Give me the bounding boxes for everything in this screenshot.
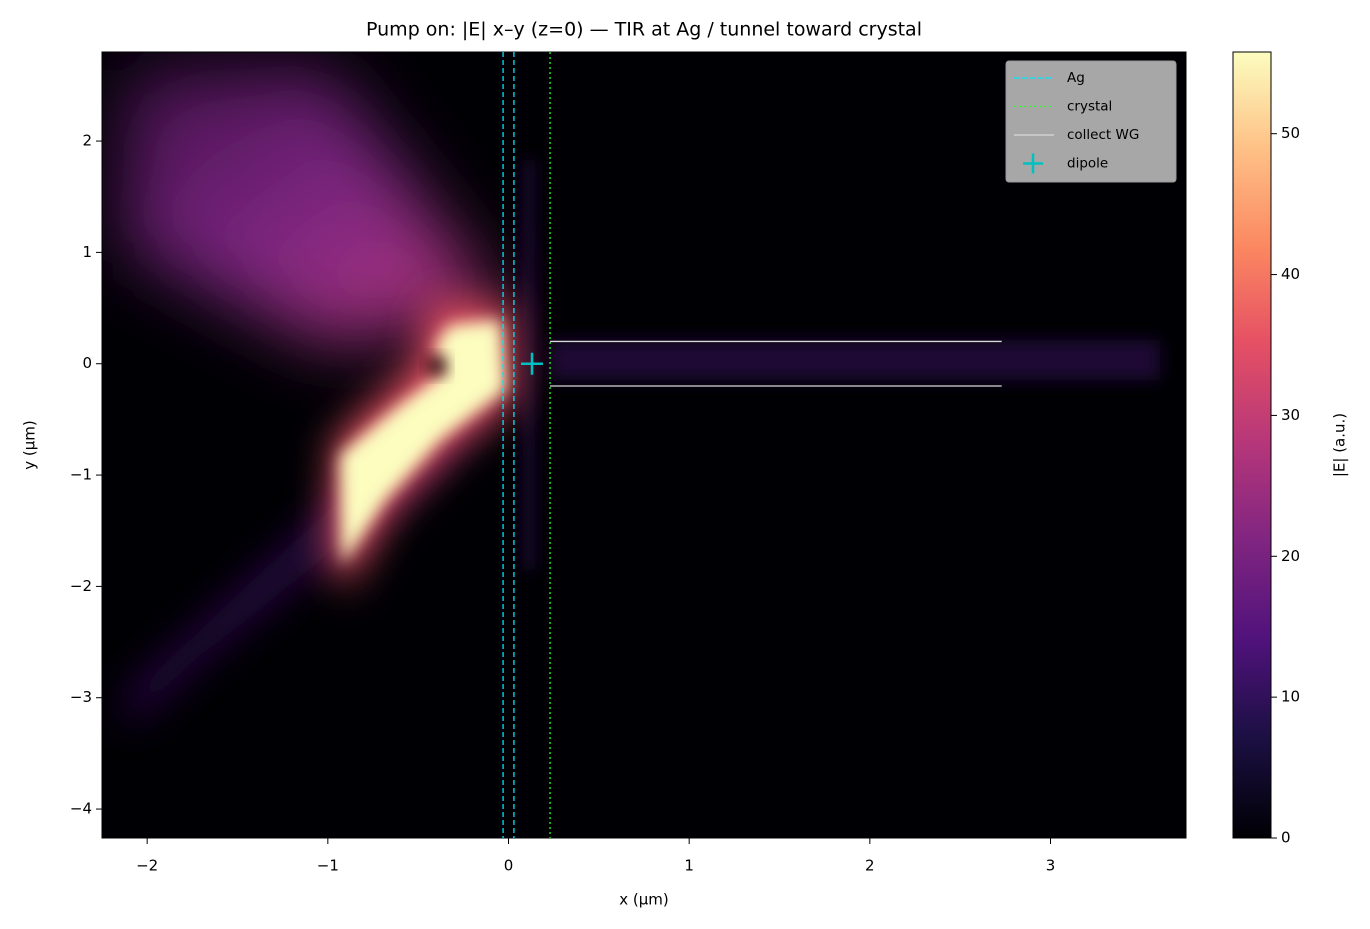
colorbar-tick-label: 20 — [1281, 547, 1300, 565]
y-tick-label: −4 — [70, 800, 92, 818]
y-tick-label: −3 — [70, 688, 92, 706]
dipole-marker — [520, 352, 543, 375]
legend — [1005, 60, 1177, 183]
y-tick-label: 1 — [82, 243, 92, 261]
legend-label: Ag — [1067, 70, 1085, 86]
y-tick-label: 2 — [82, 132, 92, 150]
field-glow — [522, 160, 536, 570]
x-tick-label: −1 — [317, 857, 339, 875]
colorbar-tick-label: 50 — [1281, 124, 1300, 142]
field-hotspot — [340, 320, 505, 565]
legend-label: dipole — [1067, 156, 1108, 172]
y-axis-label: y (µm) — [21, 420, 39, 470]
colorbar-tick-label: 10 — [1281, 688, 1300, 706]
colorbar-tick-label: 0 — [1281, 829, 1291, 847]
field-node — [428, 357, 446, 375]
x-tick-label: 3 — [1046, 857, 1056, 875]
colorbar-label: |E| (a.u.) — [1331, 413, 1349, 477]
field-glow — [550, 340, 1160, 380]
chart-title: Pump on: |E| x–y (z=0) — TIR at Ag / tun… — [366, 19, 922, 41]
field-image — [102, 52, 1186, 838]
plot-frame — [101, 51, 1187, 839]
colorbar — [1232, 51, 1272, 839]
colorbar-tick-label: 40 — [1281, 265, 1300, 283]
x-tick-label: 1 — [684, 857, 694, 875]
legend-swatch — [1023, 153, 1043, 174]
y-tick-label: −2 — [70, 577, 92, 595]
x-tick-label: 2 — [865, 857, 875, 875]
legend-label: collect WG — [1067, 127, 1139, 143]
y-tick-label: −1 — [70, 466, 92, 484]
x-tick-label: −2 — [136, 857, 158, 875]
x-tick-label: 0 — [504, 857, 514, 875]
field-glow — [124, 70, 500, 345]
colorbar-tick-label: 30 — [1281, 406, 1300, 424]
x-axis-label: x (µm) — [619, 891, 669, 909]
legend-label: crystal — [1067, 99, 1112, 115]
y-tick-label: 0 — [82, 354, 92, 372]
